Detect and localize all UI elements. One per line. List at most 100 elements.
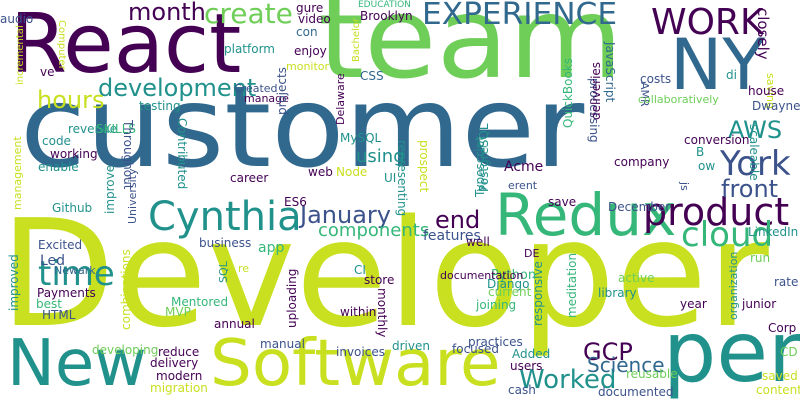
word: PostgreSQL — [477, 123, 491, 192]
word: combinations — [119, 249, 133, 330]
word: modern — [156, 369, 203, 383]
word: revenue — [68, 122, 118, 136]
word: Excited — [38, 238, 83, 252]
word: time — [38, 254, 115, 294]
word: CD — [780, 345, 798, 359]
word: Github — [52, 201, 93, 215]
word: store — [364, 273, 395, 287]
word: collaboratively — [638, 93, 719, 106]
word: focused — [452, 342, 500, 356]
word: annual — [214, 317, 255, 331]
word: Bachelor — [351, 18, 362, 62]
word: December — [608, 200, 671, 214]
word: manual — [260, 337, 305, 351]
word: SQL — [217, 261, 230, 283]
word: EXPERIENCE — [422, 0, 618, 32]
word: month — [128, 0, 206, 26]
word: ow — [698, 159, 716, 173]
word: costs — [640, 72, 672, 86]
word: Created — [234, 82, 278, 95]
word: library — [598, 286, 637, 300]
word: run — [750, 251, 771, 265]
word: testing — [139, 99, 181, 113]
word: hours — [37, 86, 105, 114]
word: web — [308, 165, 333, 179]
word: content — [756, 383, 800, 397]
word: monitor — [286, 60, 330, 73]
word: Cynthia — [148, 194, 302, 240]
word: using — [356, 146, 405, 167]
word: improve — [103, 164, 117, 214]
word: documentation — [440, 269, 524, 282]
word: erent — [508, 179, 538, 192]
word: conversion — [684, 133, 750, 147]
word: improved — [7, 254, 21, 311]
word: MVP — [165, 305, 191, 319]
word: GCP — [583, 338, 633, 366]
word: meditation — [565, 252, 579, 318]
word: DE — [524, 247, 540, 260]
word: deliveries — [589, 61, 603, 120]
word: code — [42, 134, 71, 148]
word: prospect — [417, 140, 431, 193]
word: MySQL — [340, 131, 382, 145]
word: components — [318, 220, 430, 241]
word: active — [618, 271, 655, 285]
word: rate — [774, 275, 799, 289]
word: New — [7, 327, 147, 400]
word: product — [643, 190, 790, 234]
word: Science — [587, 353, 665, 377]
word: JavaScript — [603, 42, 617, 103]
word: Newark — [54, 264, 96, 277]
word: Python — [491, 268, 537, 283]
word: within — [340, 305, 377, 319]
word: end — [435, 206, 481, 234]
word: Contributed — [175, 118, 189, 190]
word: platform — [224, 42, 275, 56]
word: scaleable — [747, 124, 761, 181]
word: cloud — [681, 215, 774, 255]
word: house — [748, 84, 785, 98]
word: gure — [296, 1, 324, 15]
word: save — [548, 195, 577, 209]
word: WORK — [651, 2, 764, 43]
word: con — [296, 25, 318, 39]
word: LinkedIn — [748, 225, 799, 239]
word: ve — [40, 65, 55, 79]
word: Payments — [37, 286, 96, 300]
word: management — [11, 136, 24, 210]
word: manage — [244, 92, 289, 105]
word: customer — [20, 63, 585, 193]
word: Node — [336, 165, 368, 179]
word: Worked — [519, 365, 617, 395]
word: team — [318, 0, 624, 104]
word: organization — [727, 251, 740, 320]
word: delivery — [150, 356, 199, 370]
word: Acme — [504, 159, 544, 175]
word: UI — [384, 171, 397, 185]
word: best — [36, 297, 62, 311]
word: cash — [508, 383, 536, 397]
word: York — [720, 144, 791, 184]
word: B — [696, 145, 705, 159]
word: Dwayne — [752, 99, 800, 113]
word: business — [199, 236, 252, 250]
word: January — [300, 201, 391, 229]
word: reduce — [158, 345, 200, 359]
word: re — [238, 262, 250, 275]
word: Redux — [495, 181, 677, 249]
word: junior — [742, 297, 777, 311]
word: practices — [468, 335, 523, 349]
word: HTML — [42, 308, 76, 322]
word: di — [726, 68, 737, 82]
word: reusable — [626, 367, 678, 381]
word: documented — [598, 385, 674, 399]
word: joining — [476, 298, 517, 312]
word: app — [258, 240, 285, 256]
word: NY — [670, 24, 766, 106]
word: EDUCATION — [358, 0, 411, 10]
word: Corp — [768, 321, 797, 335]
word: CSS — [360, 69, 384, 83]
word: closely — [754, 8, 772, 60]
